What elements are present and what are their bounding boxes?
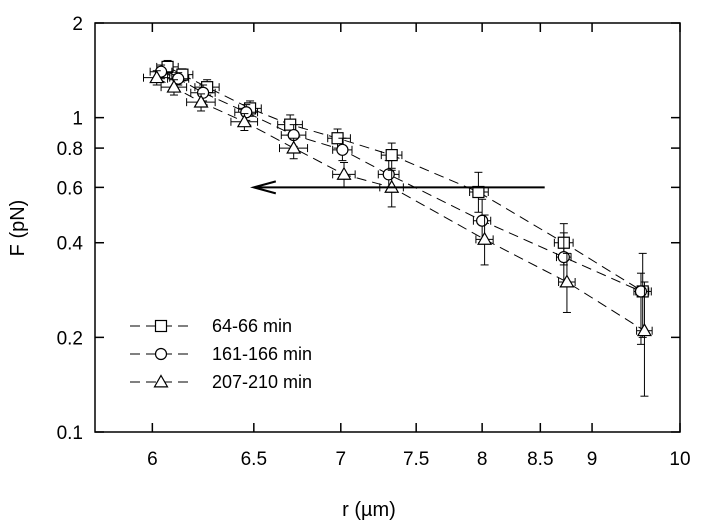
y-tick-label: 0.6: [57, 178, 83, 199]
data-point-triangle: [336, 166, 352, 180]
x-tick-label: 7: [336, 449, 347, 470]
series-square: [156, 59, 652, 338]
annotation-layer: [250, 180, 545, 195]
x-tick-label: 9: [587, 449, 598, 470]
legend-label: 207-210 min: [212, 372, 312, 392]
legend-marker-square: [154, 319, 168, 333]
legend-item: 161-166 min: [130, 344, 312, 364]
legend: 64-66 min 161-166 min 207-210 min: [130, 316, 312, 392]
x-tick-label: 7.5: [403, 449, 429, 470]
data-point-triangle: [477, 231, 493, 245]
legend-label: 161-166 min: [212, 344, 312, 364]
data-point-circle: [336, 143, 349, 156]
data-point-circle: [476, 214, 489, 227]
data-point-circle: [172, 72, 185, 85]
plot-frame: [94, 22, 681, 433]
data-point-triangle: [559, 274, 575, 288]
x-tick-label: 8: [477, 449, 488, 470]
y-tick-labels: 0.1 0.2 0.4 0.6 0.8 1 2: [57, 14, 84, 444]
legend-marker-circle: [154, 347, 168, 361]
series-line: [167, 66, 643, 292]
series-layer: [142, 59, 653, 397]
x-tick-label: 6: [147, 449, 158, 470]
legend-label: 64-66 min: [212, 316, 292, 336]
legend-marker-triangle: [153, 374, 169, 388]
data-point-triangle: [236, 114, 252, 128]
axis-ticks: [95, 22, 681, 433]
y-tick-label: 1: [72, 109, 83, 130]
data-point-triangle: [166, 79, 182, 93]
y-tick-label: 2: [72, 14, 83, 35]
y-axis-title: F (pN): [7, 200, 29, 257]
data-point-circle: [240, 106, 253, 119]
x-tick-label: 10: [669, 449, 690, 470]
legend-item: 207-210 min: [130, 372, 312, 392]
series-circle: [149, 64, 650, 345]
series-line: [156, 77, 645, 332]
data-point-circle: [634, 285, 648, 298]
legend-item: 64-66 min: [130, 316, 292, 336]
y-tick-label: 0.8: [57, 139, 83, 160]
data-point-circle: [196, 86, 210, 99]
data-point-triangle: [636, 322, 652, 337]
x-tick-label: 8.5: [527, 449, 553, 470]
arrow-head: [250, 180, 277, 195]
y-tick-label: 0.2: [57, 328, 83, 349]
data-point-square: [385, 149, 398, 162]
data-point-triangle: [149, 69, 165, 84]
data-point-triangle: [193, 94, 209, 108]
x-tick-label: 6.5: [241, 449, 267, 470]
x-tick-labels: 6 6.5 7 7.5 8 8.5 9 10: [147, 449, 691, 470]
series-line: [160, 71, 642, 292]
x-axis-title: r (µm): [342, 499, 396, 521]
y-tick-label: 0.4: [57, 234, 84, 255]
y-tick-label: 0.1: [57, 423, 83, 444]
series-triangle: [142, 69, 653, 397]
data-point-triangle: [286, 140, 302, 154]
